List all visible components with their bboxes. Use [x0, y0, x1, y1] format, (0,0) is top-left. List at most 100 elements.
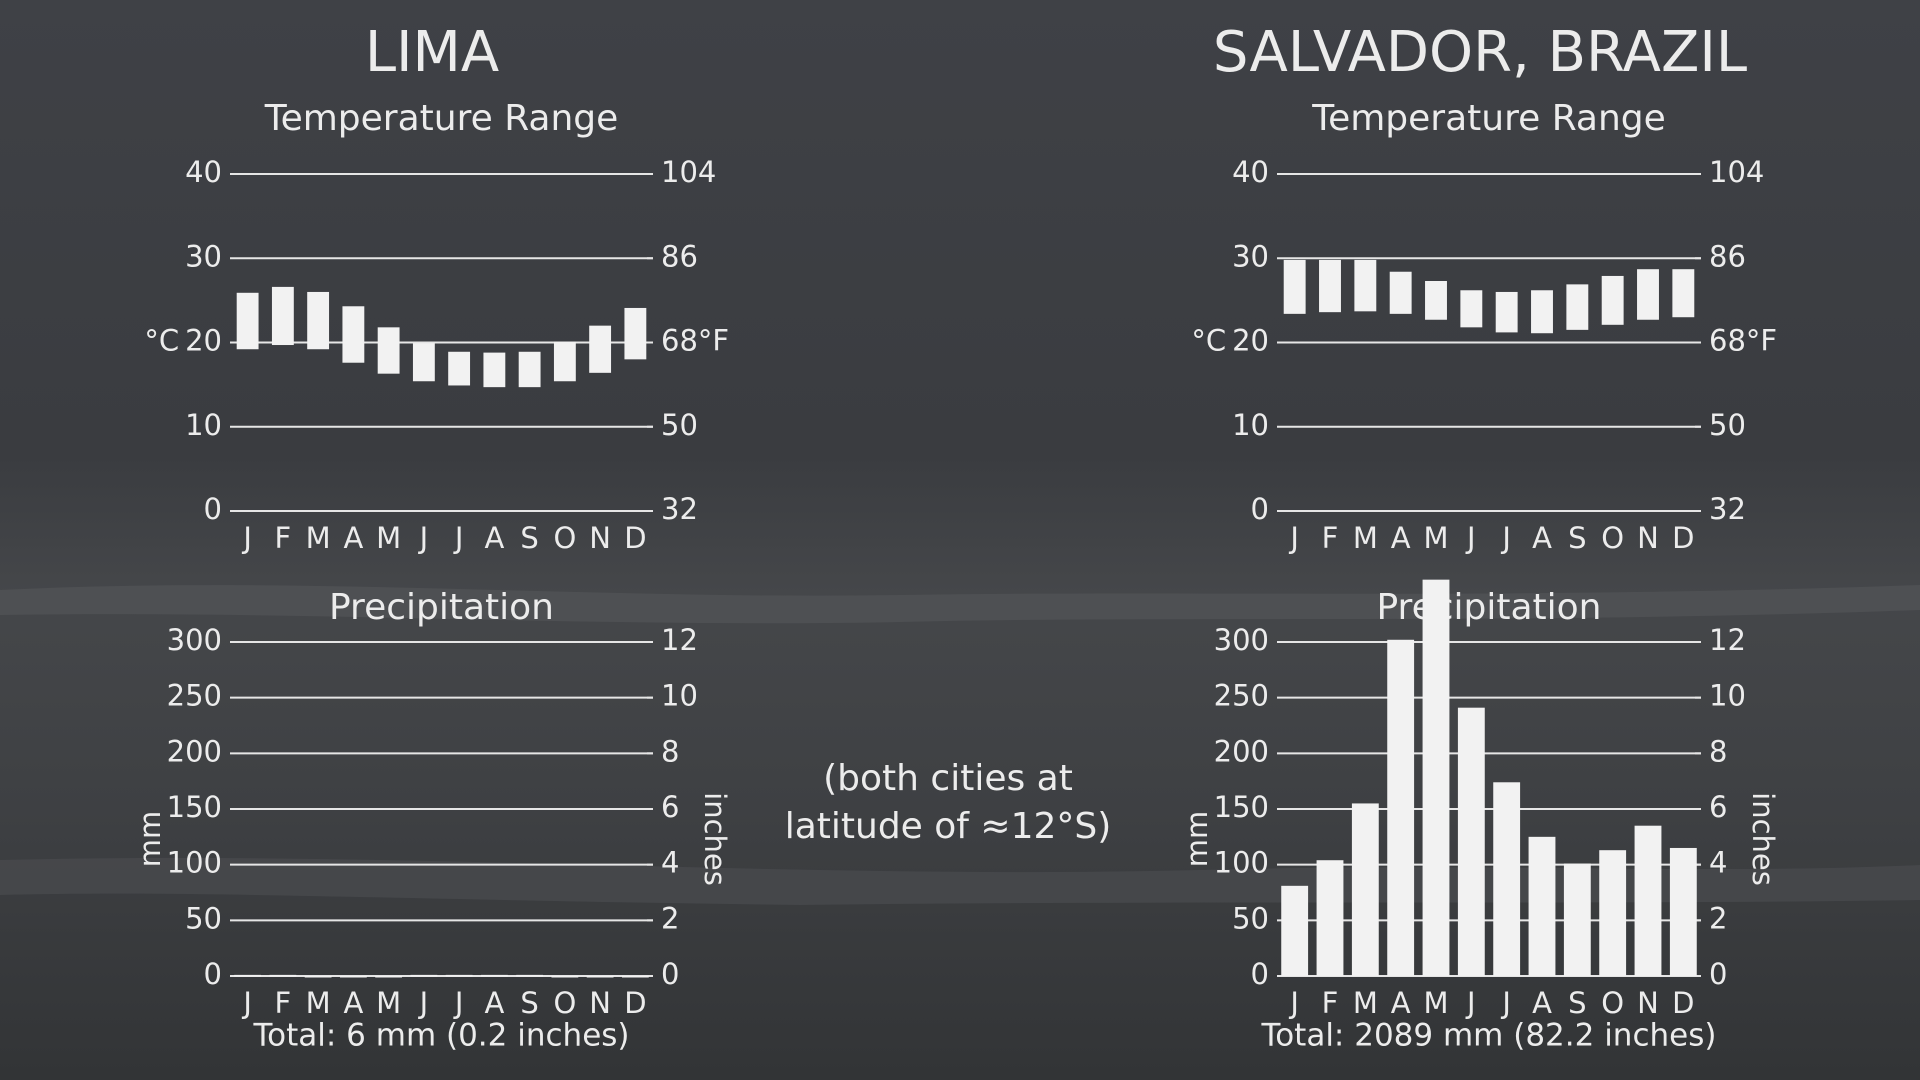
y2-tick-label: 50	[661, 408, 698, 442]
temperature-range-bar	[307, 291, 330, 350]
y2-tick-label: 10	[661, 679, 698, 713]
y-tick-label: 10	[1232, 408, 1269, 442]
temperature-range-bar	[1319, 259, 1341, 313]
y2-tick-label: 0	[1709, 957, 1727, 991]
temperature-range-bar	[624, 307, 647, 360]
y-tick-label: 200	[1214, 734, 1269, 768]
precipitation-bar	[516, 974, 544, 977]
y2-tick-label: 4	[1709, 846, 1727, 880]
x-tick-label: O	[553, 521, 576, 555]
temperature-range-bar	[1495, 291, 1518, 333]
temperature-range-bar	[1389, 271, 1412, 314]
x-tick-label: M	[376, 986, 401, 1020]
x-tick-label: F	[275, 521, 292, 555]
precipitation-bar	[586, 976, 614, 978]
x-tick-label: F	[1322, 521, 1339, 555]
precipitation-bar	[1634, 825, 1662, 976]
x-tick-label: D	[624, 986, 646, 1020]
y2-tick-label: 2	[1709, 901, 1727, 935]
y2-axis-unit: °F	[1746, 324, 1777, 358]
y-tick-label: 30	[1232, 239, 1269, 273]
precipitation-bar	[1493, 782, 1521, 976]
y2-tick-label: 12	[661, 623, 698, 657]
y2-tick-label: 50	[1709, 408, 1746, 442]
chart-title: Temperature Range	[264, 98, 619, 139]
x-tick-label: J	[418, 521, 429, 555]
temperature-range-bar	[412, 343, 435, 382]
y2-tick-label: 68	[1709, 324, 1746, 358]
x-tick-label: F	[275, 986, 292, 1020]
y-tick-label: 250	[167, 679, 222, 713]
chart-title: Temperature Range	[1311, 98, 1666, 139]
temperature-range-bar	[236, 292, 259, 350]
y-tick-label: 300	[167, 623, 222, 657]
x-tick-label: O	[1601, 986, 1624, 1020]
y-axis-label: mm	[1180, 811, 1214, 868]
note: (both cities at latitude of ≈12°S)	[785, 758, 1112, 847]
x-tick-label: A	[1391, 521, 1411, 555]
x-tick-label: A	[1532, 986, 1552, 1020]
y-tick-label: 0	[204, 492, 222, 526]
temperature-range-bar	[1672, 269, 1695, 318]
city-heading: SALVADOR, BRAZIL	[1213, 20, 1747, 85]
temperature-range-bar	[1601, 275, 1624, 325]
temperature-range-bar	[1637, 269, 1659, 320]
y-tick-label: 10	[185, 408, 222, 442]
x-tick-label: M	[376, 521, 401, 555]
y2-tick-label: 32	[661, 492, 698, 526]
y2-tick-label: 8	[661, 734, 679, 768]
x-tick-label: A	[484, 521, 504, 555]
temperature-range-bar	[271, 286, 294, 346]
precipitation-bar	[1528, 836, 1556, 976]
y-tick-label: 100	[167, 846, 222, 880]
x-tick-label: S	[1568, 986, 1586, 1020]
x-tick-label: S	[520, 521, 538, 555]
y-axis-label: mm	[133, 811, 167, 868]
y-axis-unit: °C	[1191, 324, 1226, 358]
temperature-range-bar	[1460, 290, 1483, 328]
x-tick-label: N	[1637, 521, 1659, 555]
x-tick-label: J	[241, 521, 252, 555]
x-tick-label: D	[624, 521, 646, 555]
x-tick-label: J	[241, 986, 252, 1020]
precipitation-bar	[445, 974, 473, 977]
temperature-range-bar	[553, 341, 576, 382]
temperature-range-bar	[1354, 259, 1377, 312]
temperature-range-bar	[518, 351, 541, 388]
chart-title: Precipitation	[329, 587, 554, 628]
total-label: Total: 2089 mm (82.2 inches)	[1261, 1018, 1717, 1054]
x-tick-label: J	[418, 986, 429, 1020]
x-tick-label: O	[1601, 521, 1624, 555]
precipitation-bar	[1316, 860, 1344, 976]
y-tick-label: 20	[185, 324, 222, 358]
x-tick-label: F	[1322, 986, 1339, 1020]
temperature-range-bar	[1566, 284, 1589, 330]
x-tick-label: M	[1423, 986, 1448, 1020]
x-tick-label: J	[453, 521, 464, 555]
y-tick-label: 100	[1214, 846, 1269, 880]
y2-axis-label: inches	[1746, 792, 1780, 886]
temperature-range-bar	[342, 306, 365, 363]
x-tick-label: J	[1500, 521, 1511, 555]
y-tick-label: 40	[185, 155, 222, 189]
precipitation-bar	[1422, 579, 1450, 976]
x-tick-label: A	[1532, 521, 1552, 555]
temperature-range-bar	[589, 325, 612, 373]
x-tick-label: J	[1465, 521, 1476, 555]
y2-tick-label: 104	[661, 155, 716, 189]
x-tick-label: M	[1353, 986, 1378, 1020]
precipitation-bar	[339, 976, 367, 978]
x-tick-label: A	[343, 521, 363, 555]
x-tick-label: S	[520, 986, 538, 1020]
x-tick-label: M	[306, 521, 331, 555]
y2-tick-label: 86	[661, 239, 698, 273]
y2-axis-unit: °F	[698, 324, 729, 358]
temperature-range-bar	[483, 352, 506, 388]
y2-tick-label: 32	[1709, 492, 1746, 526]
precipitation-bar	[1457, 707, 1485, 976]
y2-tick-label: 4	[661, 846, 679, 880]
temperature-range-bar	[1425, 280, 1447, 320]
x-tick-label: M	[1423, 521, 1448, 555]
y2-tick-label: 0	[661, 957, 679, 991]
